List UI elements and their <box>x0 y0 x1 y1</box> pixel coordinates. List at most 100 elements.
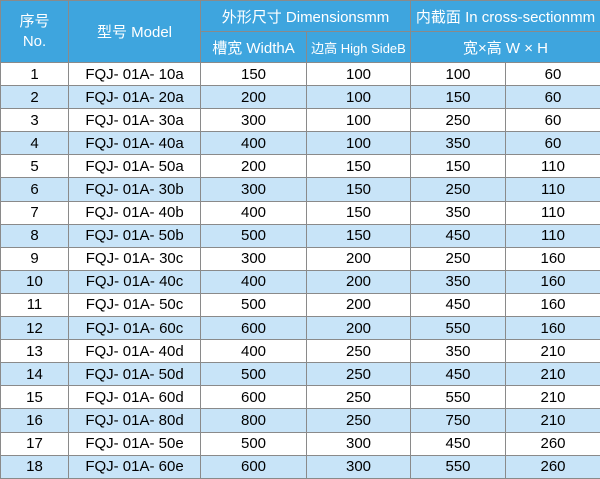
model: FQJ- 01A- 10a <box>69 63 201 86</box>
model: FQJ- 01A- 50a <box>69 155 201 178</box>
inner-width: 350 <box>411 201 506 224</box>
row-index: 17 <box>1 432 69 455</box>
row-index: 3 <box>1 109 69 132</box>
model: FQJ- 01A- 50b <box>69 224 201 247</box>
inner-height: 60 <box>506 132 600 155</box>
inner-height: 260 <box>506 455 600 478</box>
row-index: 7 <box>1 201 69 224</box>
model: FQJ- 01A- 40b <box>69 201 201 224</box>
width: 500 <box>201 432 307 455</box>
inner-height: 160 <box>506 317 600 340</box>
inner-width: 250 <box>411 247 506 270</box>
side-height: 200 <box>307 293 411 316</box>
row-index: 4 <box>1 132 69 155</box>
model: FQJ- 01A- 30b <box>69 178 201 201</box>
inner-width: 550 <box>411 455 506 478</box>
row-index: 11 <box>1 293 69 316</box>
model: FQJ- 01A- 40d <box>69 340 201 363</box>
model: FQJ- 01A- 50c <box>69 293 201 316</box>
inner-height: 260 <box>506 432 600 455</box>
row-index: 2 <box>1 86 69 109</box>
side-height: 250 <box>307 386 411 409</box>
width: 300 <box>201 247 307 270</box>
inner-width: 450 <box>411 363 506 386</box>
model: FQJ- 01A- 60d <box>69 386 201 409</box>
width: 500 <box>201 224 307 247</box>
side-height: 150 <box>307 155 411 178</box>
side-height: 150 <box>307 201 411 224</box>
width: 800 <box>201 409 307 432</box>
model: FQJ- 01A- 20a <box>69 86 201 109</box>
width: 400 <box>201 132 307 155</box>
side-height: 200 <box>307 270 411 293</box>
side-height: 150 <box>307 224 411 247</box>
row-index: 8 <box>1 224 69 247</box>
width: 400 <box>201 270 307 293</box>
inner-height: 60 <box>506 63 600 86</box>
inner-height: 60 <box>506 109 600 132</box>
inner-width: 100 <box>411 63 506 86</box>
width: 600 <box>201 317 307 340</box>
row-index: 18 <box>1 455 69 478</box>
width: 500 <box>201 363 307 386</box>
side-height: 200 <box>307 317 411 340</box>
row-index: 13 <box>1 340 69 363</box>
header-index: 序号 No. <box>1 1 69 63</box>
width: 400 <box>201 340 307 363</box>
model: FQJ- 01A- 30c <box>69 247 201 270</box>
header-width: 槽宽 WidthA <box>201 32 307 63</box>
inner-width: 150 <box>411 155 506 178</box>
row-index: 14 <box>1 363 69 386</box>
width: 200 <box>201 155 307 178</box>
width: 600 <box>201 455 307 478</box>
header-model: 型号 Model <box>69 1 201 63</box>
inner-height: 160 <box>506 247 600 270</box>
model: FQJ- 01A- 80d <box>69 409 201 432</box>
header-cross-section: 内截面 In cross-sectionmm <box>411 1 600 32</box>
model: FQJ- 01A- 50d <box>69 363 201 386</box>
side-height: 250 <box>307 340 411 363</box>
inner-height: 160 <box>506 270 600 293</box>
width: 600 <box>201 386 307 409</box>
header-dimensions: 外形尺寸 Dimensionsmm <box>201 1 411 32</box>
model: FQJ- 01A- 40a <box>69 132 201 155</box>
side-height: 100 <box>307 132 411 155</box>
model: FQJ- 01A- 60e <box>69 455 201 478</box>
row-index: 1 <box>1 63 69 86</box>
width: 500 <box>201 293 307 316</box>
header-height: 边高 High SideB <box>307 32 411 63</box>
width: 300 <box>201 178 307 201</box>
row-index: 9 <box>1 247 69 270</box>
width: 150 <box>201 63 307 86</box>
inner-width: 350 <box>411 340 506 363</box>
row-index: 15 <box>1 386 69 409</box>
row-index: 5 <box>1 155 69 178</box>
inner-width: 250 <box>411 178 506 201</box>
row-index: 16 <box>1 409 69 432</box>
inner-height: 110 <box>506 224 600 247</box>
inner-width: 450 <box>411 224 506 247</box>
side-height: 200 <box>307 247 411 270</box>
width: 400 <box>201 201 307 224</box>
model: FQJ- 01A- 60c <box>69 317 201 340</box>
width: 300 <box>201 109 307 132</box>
inner-height: 160 <box>506 293 600 316</box>
